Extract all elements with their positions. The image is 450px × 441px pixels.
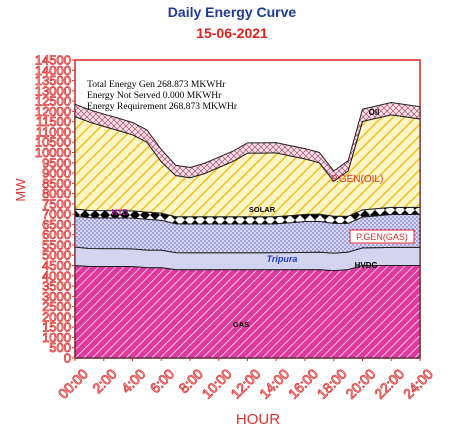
- y-tick-label: 10000: [35, 145, 71, 160]
- x-tick-label: 6:00: [147, 366, 178, 397]
- label-pgen-gas-box: P.GEN(GAS): [349, 229, 415, 244]
- y-tick-label: 14500: [35, 53, 71, 68]
- label-solar: SOLAR: [249, 205, 276, 214]
- series-areas: [74, 102, 421, 359]
- label-pgen-oil: P.GEN(OIL): [331, 174, 384, 185]
- annotation-not-served: Energy Not Served 0.000 MKWHr: [87, 90, 222, 101]
- area-series-0: [74, 264, 421, 359]
- x-tick-label: 2:00: [89, 366, 120, 397]
- x-tick-label: 22:00: [371, 366, 407, 402]
- label-tripura: Tripura: [267, 254, 298, 264]
- y-tick-label: 0: [64, 351, 71, 366]
- y-tick-label: 3500: [42, 279, 71, 294]
- x-tick-label: 4:00: [118, 366, 149, 397]
- annotation-requirement: Energy Requirement 268.873 MKWHr: [87, 101, 238, 112]
- y-tick-label: 12500: [35, 94, 71, 109]
- x-tick-label: 18:00: [314, 366, 350, 402]
- y-tick-label: 14000: [35, 63, 71, 78]
- y-tick-label: 13000: [35, 83, 71, 98]
- y-tick-label: 5500: [42, 237, 71, 252]
- y-tick-label: 2000: [42, 309, 71, 324]
- y-tick-label: 11500: [36, 114, 71, 129]
- y-tick-label: 1000: [42, 330, 71, 345]
- y-tick-label: 3000: [42, 289, 71, 304]
- y-tick-label: 500: [49, 340, 71, 355]
- y-tick-label: 11000: [36, 124, 71, 139]
- y-tick-label: 9500: [42, 155, 71, 170]
- y-tick-label: 1500: [42, 320, 71, 335]
- label-pgen-gas: P.GEN(GAS): [356, 232, 408, 242]
- y-axis-label: MW: [13, 178, 28, 202]
- x-tick-label: 14:00: [256, 366, 292, 402]
- label-hyd: HYD: [112, 208, 129, 217]
- y-tick-label: 9000: [42, 166, 71, 181]
- y-tick-label: 4000: [42, 268, 71, 283]
- label-oil: Oil: [369, 108, 380, 117]
- y-tick-label: 6500: [42, 217, 71, 232]
- x-axis-label: HOUR: [236, 411, 280, 428]
- annotation-total-gen: Total Energy Gen 268.873 MKWHr: [87, 79, 226, 90]
- y-tick-label: 7500: [42, 196, 71, 211]
- y-tick-label: 10500: [35, 135, 71, 150]
- area-series-5: [74, 102, 421, 182]
- y-tick-label: 4500: [42, 258, 71, 273]
- y-tick-label: 13500: [35, 73, 71, 88]
- x-tick-label: 20:00: [342, 366, 378, 402]
- y-tick-label: 2500: [42, 299, 71, 314]
- y-tick-label: 7000: [42, 207, 71, 222]
- x-tick-label: 00:00: [55, 366, 91, 402]
- annotation-block: Total Energy Gen 268.873 MKWHr Energy No…: [87, 79, 238, 112]
- y-tick-label: 8000: [42, 186, 71, 201]
- y-tick-label: 5000: [42, 248, 71, 263]
- chart-subtitle: 15-06-2021: [196, 25, 268, 41]
- chart-title: Daily Energy Curve: [168, 4, 297, 20]
- x-tick-label: 12:00: [227, 366, 263, 402]
- y-tick-label: 8500: [42, 176, 71, 191]
- label-gas: GAS: [233, 320, 249, 329]
- y-axis: 0500100015002000250030003500400045005000…: [34, 52, 75, 366]
- y-tick-label: 6000: [42, 227, 71, 242]
- label-hvdc: HVDC: [355, 261, 378, 270]
- x-axis: 00:002:004:006:008:0010:0012:0014:0016:0…: [55, 358, 437, 402]
- x-tick-label: 10:00: [199, 366, 235, 402]
- y-tick-label: 12000: [35, 104, 71, 119]
- x-tick-label: 24:00: [400, 366, 436, 402]
- x-tick-label: 16:00: [285, 366, 321, 402]
